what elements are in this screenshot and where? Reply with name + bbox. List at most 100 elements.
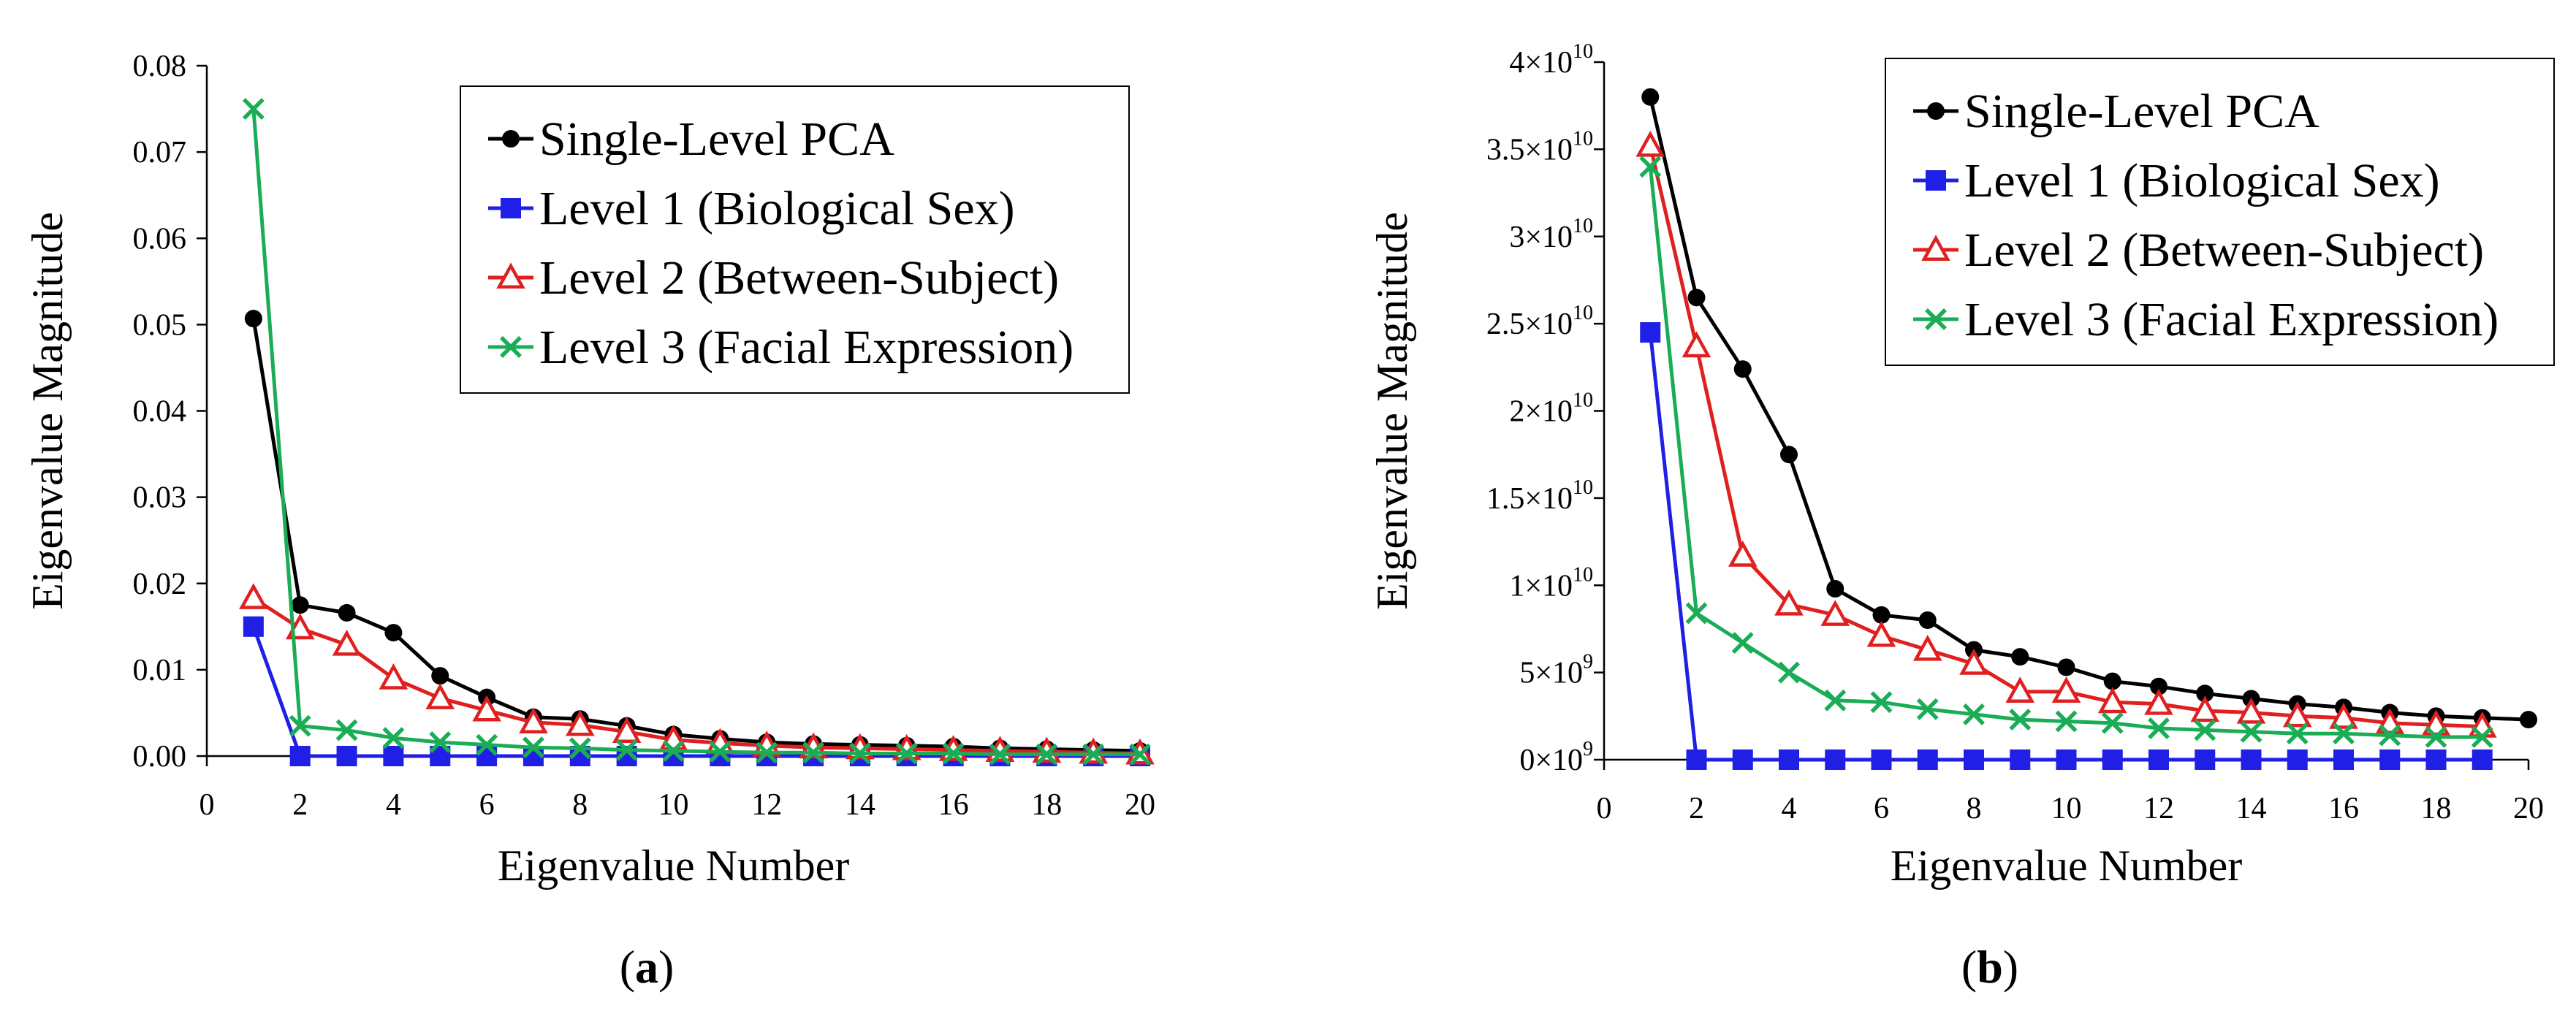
data-point xyxy=(472,695,501,722)
data-point xyxy=(1866,620,1896,647)
data-point xyxy=(802,741,824,764)
y-tick-label: 4×1010 xyxy=(1509,40,1593,80)
y-tick-times: ×10 xyxy=(1524,482,1573,516)
data-point xyxy=(2057,658,2075,676)
data-point xyxy=(2009,709,2032,731)
data-point xyxy=(289,746,311,766)
y-tick-label: 0.02 xyxy=(133,568,187,601)
x-tick-label: 16 xyxy=(938,788,969,822)
y-tick-exponent: 10 xyxy=(1573,127,1593,150)
y-tick-label: 2×1010 xyxy=(1509,389,1593,429)
data-point xyxy=(2333,722,2355,745)
data-point xyxy=(2102,749,2123,770)
data-point xyxy=(2379,724,2401,747)
data-point xyxy=(1640,322,1661,343)
data-point xyxy=(242,98,265,121)
y-tick-exponent: 10 xyxy=(1573,215,1593,237)
x-tick-label: 2 xyxy=(292,788,308,822)
y-tick-label: 2.5×1010 xyxy=(1486,302,1593,341)
x-tick-label: 14 xyxy=(2236,792,2267,825)
y-tick-mantissa: 5 xyxy=(1519,657,1535,690)
x-tick-label: 20 xyxy=(2513,792,2544,825)
y-tick-times: ×10 xyxy=(1524,569,1573,603)
legend-label: Level 2 (Between-Subject) xyxy=(1964,224,2484,277)
panel-letter: a xyxy=(635,941,658,993)
y-tick-label: 1×1010 xyxy=(1509,563,1593,603)
data-point xyxy=(379,663,409,690)
data-point xyxy=(2055,710,2078,733)
legend-marker xyxy=(500,336,522,358)
data-point xyxy=(1682,331,1711,358)
data-point xyxy=(662,739,685,762)
legend-label: Single-Level PCA xyxy=(539,112,894,166)
y-tick-mantissa: 3.5 xyxy=(1486,133,1525,167)
panel-paren-close: ) xyxy=(658,941,674,993)
legend-label: Level 3 (Facial Expression) xyxy=(1964,293,2499,346)
x-tick-label: 12 xyxy=(2143,792,2174,825)
legend-marker xyxy=(496,262,525,289)
y-tick-mantissa: 3 xyxy=(1509,221,1524,254)
data-point xyxy=(2148,749,2169,770)
y-tick-label: 0.07 xyxy=(133,136,187,169)
data-point xyxy=(523,736,544,759)
data-point xyxy=(244,310,262,328)
data-point xyxy=(1733,360,1752,378)
data-point xyxy=(2196,684,2214,703)
data-point xyxy=(336,746,357,766)
data-point xyxy=(1780,446,1798,464)
data-point xyxy=(1963,703,1985,725)
data-point xyxy=(565,709,595,736)
x-tick-label: 0 xyxy=(200,788,215,822)
series-3 xyxy=(242,98,1151,766)
data-point xyxy=(569,737,591,760)
data-point xyxy=(1731,632,1754,654)
data-point xyxy=(756,741,778,764)
y-tick-times: ×10 xyxy=(1524,133,1573,167)
data-point xyxy=(384,624,403,642)
y-tick-times: ×10 xyxy=(1524,308,1573,341)
y-tick-label: 0.06 xyxy=(133,222,187,256)
x-tick-label: 4 xyxy=(386,788,401,822)
x-tick-label: 14 xyxy=(845,788,875,822)
data-point xyxy=(2425,726,2447,748)
panel-paren-open: ( xyxy=(1961,941,1977,993)
data-point xyxy=(2286,722,2309,745)
data-point xyxy=(289,714,311,737)
data-point xyxy=(1129,743,1151,766)
x-tick-label: 4 xyxy=(1782,792,1797,825)
data-point xyxy=(383,746,404,766)
data-point xyxy=(1728,541,1758,567)
data-point xyxy=(2425,749,2447,770)
data-point xyxy=(1774,589,1804,616)
series-3 xyxy=(1639,156,2493,748)
panel-paren-close: ) xyxy=(2003,941,2018,993)
series-line xyxy=(251,108,1140,757)
data-point xyxy=(2282,701,2312,728)
x-tick-label: 6 xyxy=(1874,792,1889,825)
y-tick-label: 3.5×1010 xyxy=(1486,127,1593,167)
x-tick-label: 10 xyxy=(658,788,689,822)
data-point xyxy=(2379,749,2401,770)
legend: Single-Level PCA Level 1 (Biological Sex)… xyxy=(460,85,1130,394)
data-point xyxy=(2287,749,2308,770)
y-tick-mantissa: 0 xyxy=(1519,744,1535,777)
data-point xyxy=(425,683,455,709)
y-tick-times: ×10 xyxy=(1524,221,1573,254)
data-point xyxy=(1964,749,1984,770)
x-tick-label: 18 xyxy=(2421,792,2452,825)
data-point xyxy=(1778,661,1800,684)
data-point xyxy=(1639,156,1662,178)
series-1 xyxy=(243,616,1150,766)
data-point xyxy=(1082,743,1105,766)
data-point xyxy=(1820,600,1850,626)
data-point xyxy=(2103,672,2121,690)
data-point xyxy=(1918,611,1937,629)
y-tick-mantissa: 1 xyxy=(1509,569,1524,603)
legend-label: Level 1 (Biological Sex) xyxy=(1964,154,2440,207)
data-point xyxy=(2150,677,2167,695)
data-point xyxy=(519,707,548,733)
legend-label: Level 1 (Biological Sex) xyxy=(539,182,1015,235)
data-point xyxy=(1036,743,1058,766)
x-tick-label: 8 xyxy=(572,788,588,822)
data-point xyxy=(2241,749,2262,770)
